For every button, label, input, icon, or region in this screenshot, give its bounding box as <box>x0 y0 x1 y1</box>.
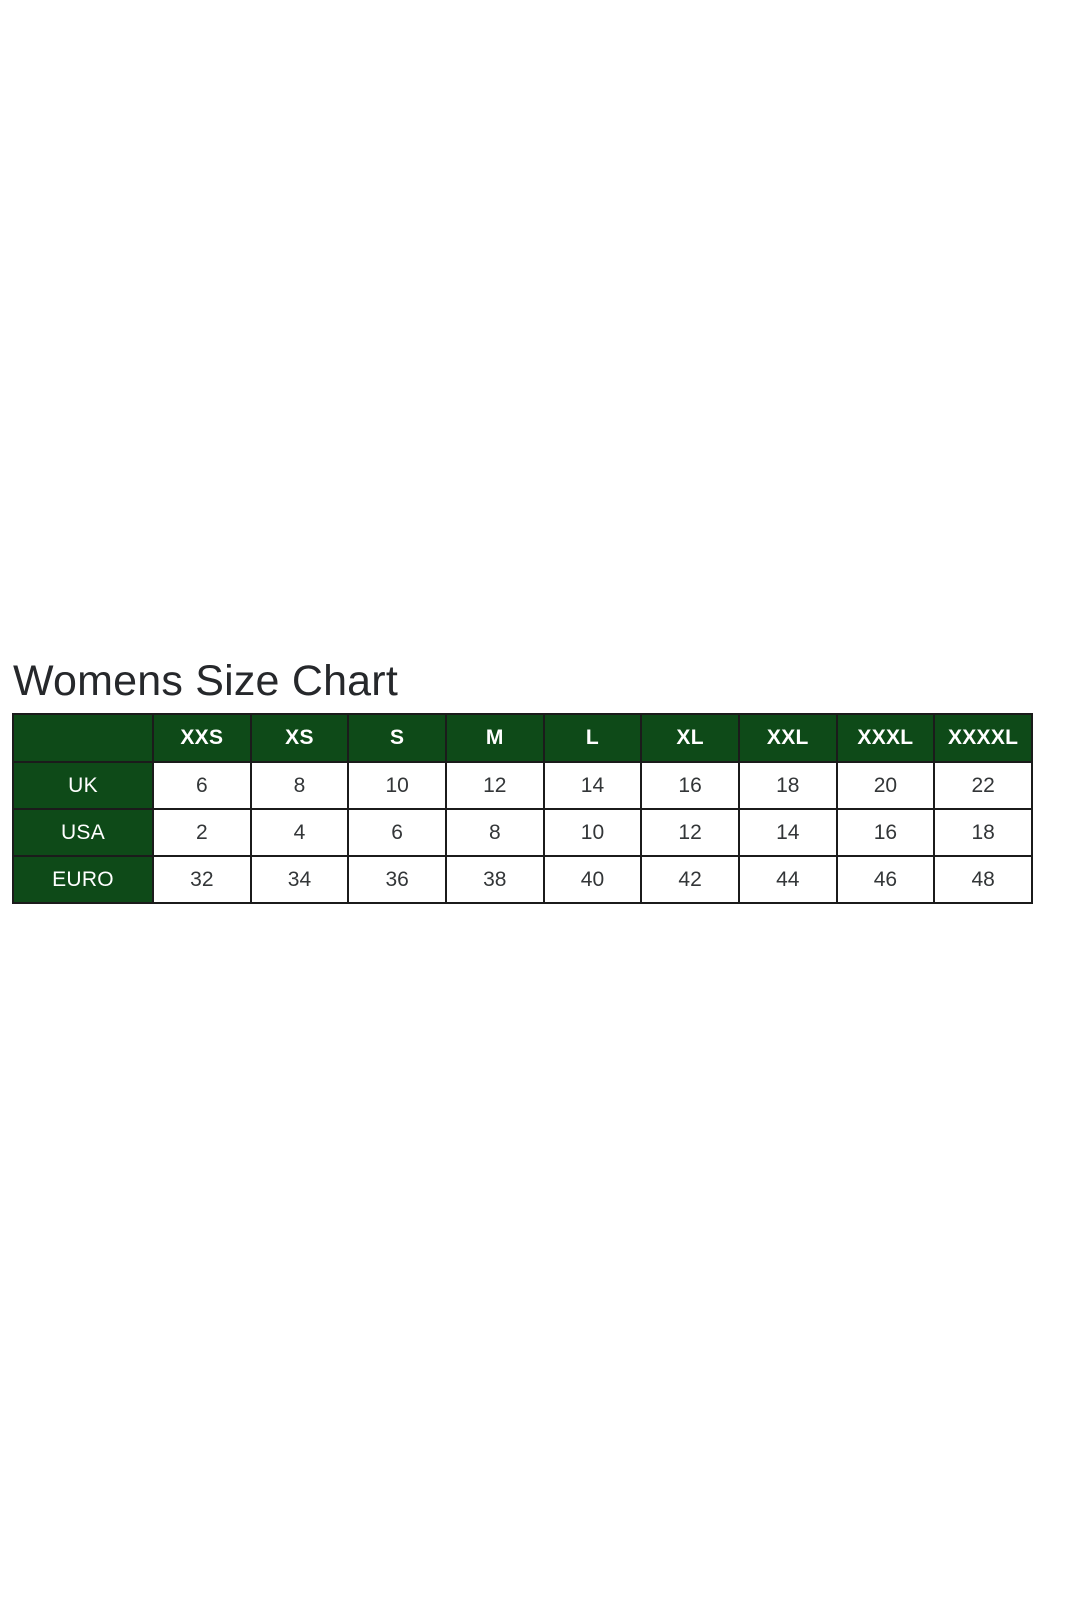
cell-euro-m: 38 <box>444 855 545 904</box>
cell-usa-xs: 4 <box>249 808 350 857</box>
column-header-xxxxl: XXXXL <box>933 713 1033 763</box>
cell-usa-xxxl: 16 <box>835 808 936 857</box>
column-header-xxl: XXL <box>737 713 838 763</box>
cell-euro-l: 40 <box>542 855 643 904</box>
cell-euro-xl: 42 <box>640 855 740 904</box>
column-header-xl: XL <box>640 713 740 763</box>
table-header-row: XXS XS S M L XL XXL XXXL XXXXL <box>12 713 1033 763</box>
cell-euro-xxs: 32 <box>152 855 252 904</box>
cell-uk-m: 12 <box>444 761 545 810</box>
size-chart-table-container: XXS XS S M L XL XXL XXXL XXXXL UK 6 8 10 <box>12 713 1033 904</box>
table-body: UK 6 8 10 12 14 16 18 20 22 USA 2 4 6 8 <box>12 761 1033 904</box>
cell-euro-xxl: 44 <box>737 855 838 904</box>
column-header-xxxl: XXXL <box>835 713 936 763</box>
womens-size-chart-table: XXS XS S M L XL XXL XXXL XXXXL UK 6 8 10 <box>12 713 1033 904</box>
column-header-s: S <box>347 713 447 763</box>
cell-uk-xl: 16 <box>640 761 740 810</box>
cell-uk-xxxxl: 22 <box>933 761 1033 810</box>
column-header-m: M <box>444 713 545 763</box>
row-label-euro: EURO <box>12 855 154 904</box>
cell-usa-l: 10 <box>542 808 643 857</box>
table-header: XXS XS S M L XL XXL XXXL XXXXL <box>12 713 1033 763</box>
cell-euro-xs: 34 <box>249 855 350 904</box>
cell-uk-xxs: 6 <box>152 761 252 810</box>
cell-uk-xs: 8 <box>249 761 350 810</box>
row-label-uk: UK <box>12 761 154 810</box>
cell-usa-s: 6 <box>347 808 447 857</box>
column-header-xxs: XXS <box>152 713 252 763</box>
cell-uk-xxxl: 20 <box>835 761 936 810</box>
cell-euro-xxxxl: 48 <box>933 855 1033 904</box>
table-row: USA 2 4 6 8 10 12 14 16 18 <box>12 808 1033 857</box>
page-title: Womens Size Chart <box>13 656 398 705</box>
cell-euro-s: 36 <box>347 855 447 904</box>
cell-usa-xl: 12 <box>640 808 740 857</box>
cell-euro-xxxl: 46 <box>835 855 936 904</box>
cell-uk-xxl: 18 <box>737 761 838 810</box>
cell-usa-xxl: 14 <box>737 808 838 857</box>
cell-usa-m: 8 <box>444 808 545 857</box>
cell-usa-xxs: 2 <box>152 808 252 857</box>
row-label-usa: USA <box>12 808 154 857</box>
table-row: UK 6 8 10 12 14 16 18 20 22 <box>12 761 1033 810</box>
cell-uk-l: 14 <box>542 761 643 810</box>
cell-uk-s: 10 <box>347 761 447 810</box>
cell-usa-xxxxl: 18 <box>933 808 1033 857</box>
column-header-xs: XS <box>249 713 350 763</box>
table-row: EURO 32 34 36 38 40 42 44 46 48 <box>12 855 1033 904</box>
table-corner-cell <box>12 713 154 763</box>
column-header-l: L <box>542 713 643 763</box>
